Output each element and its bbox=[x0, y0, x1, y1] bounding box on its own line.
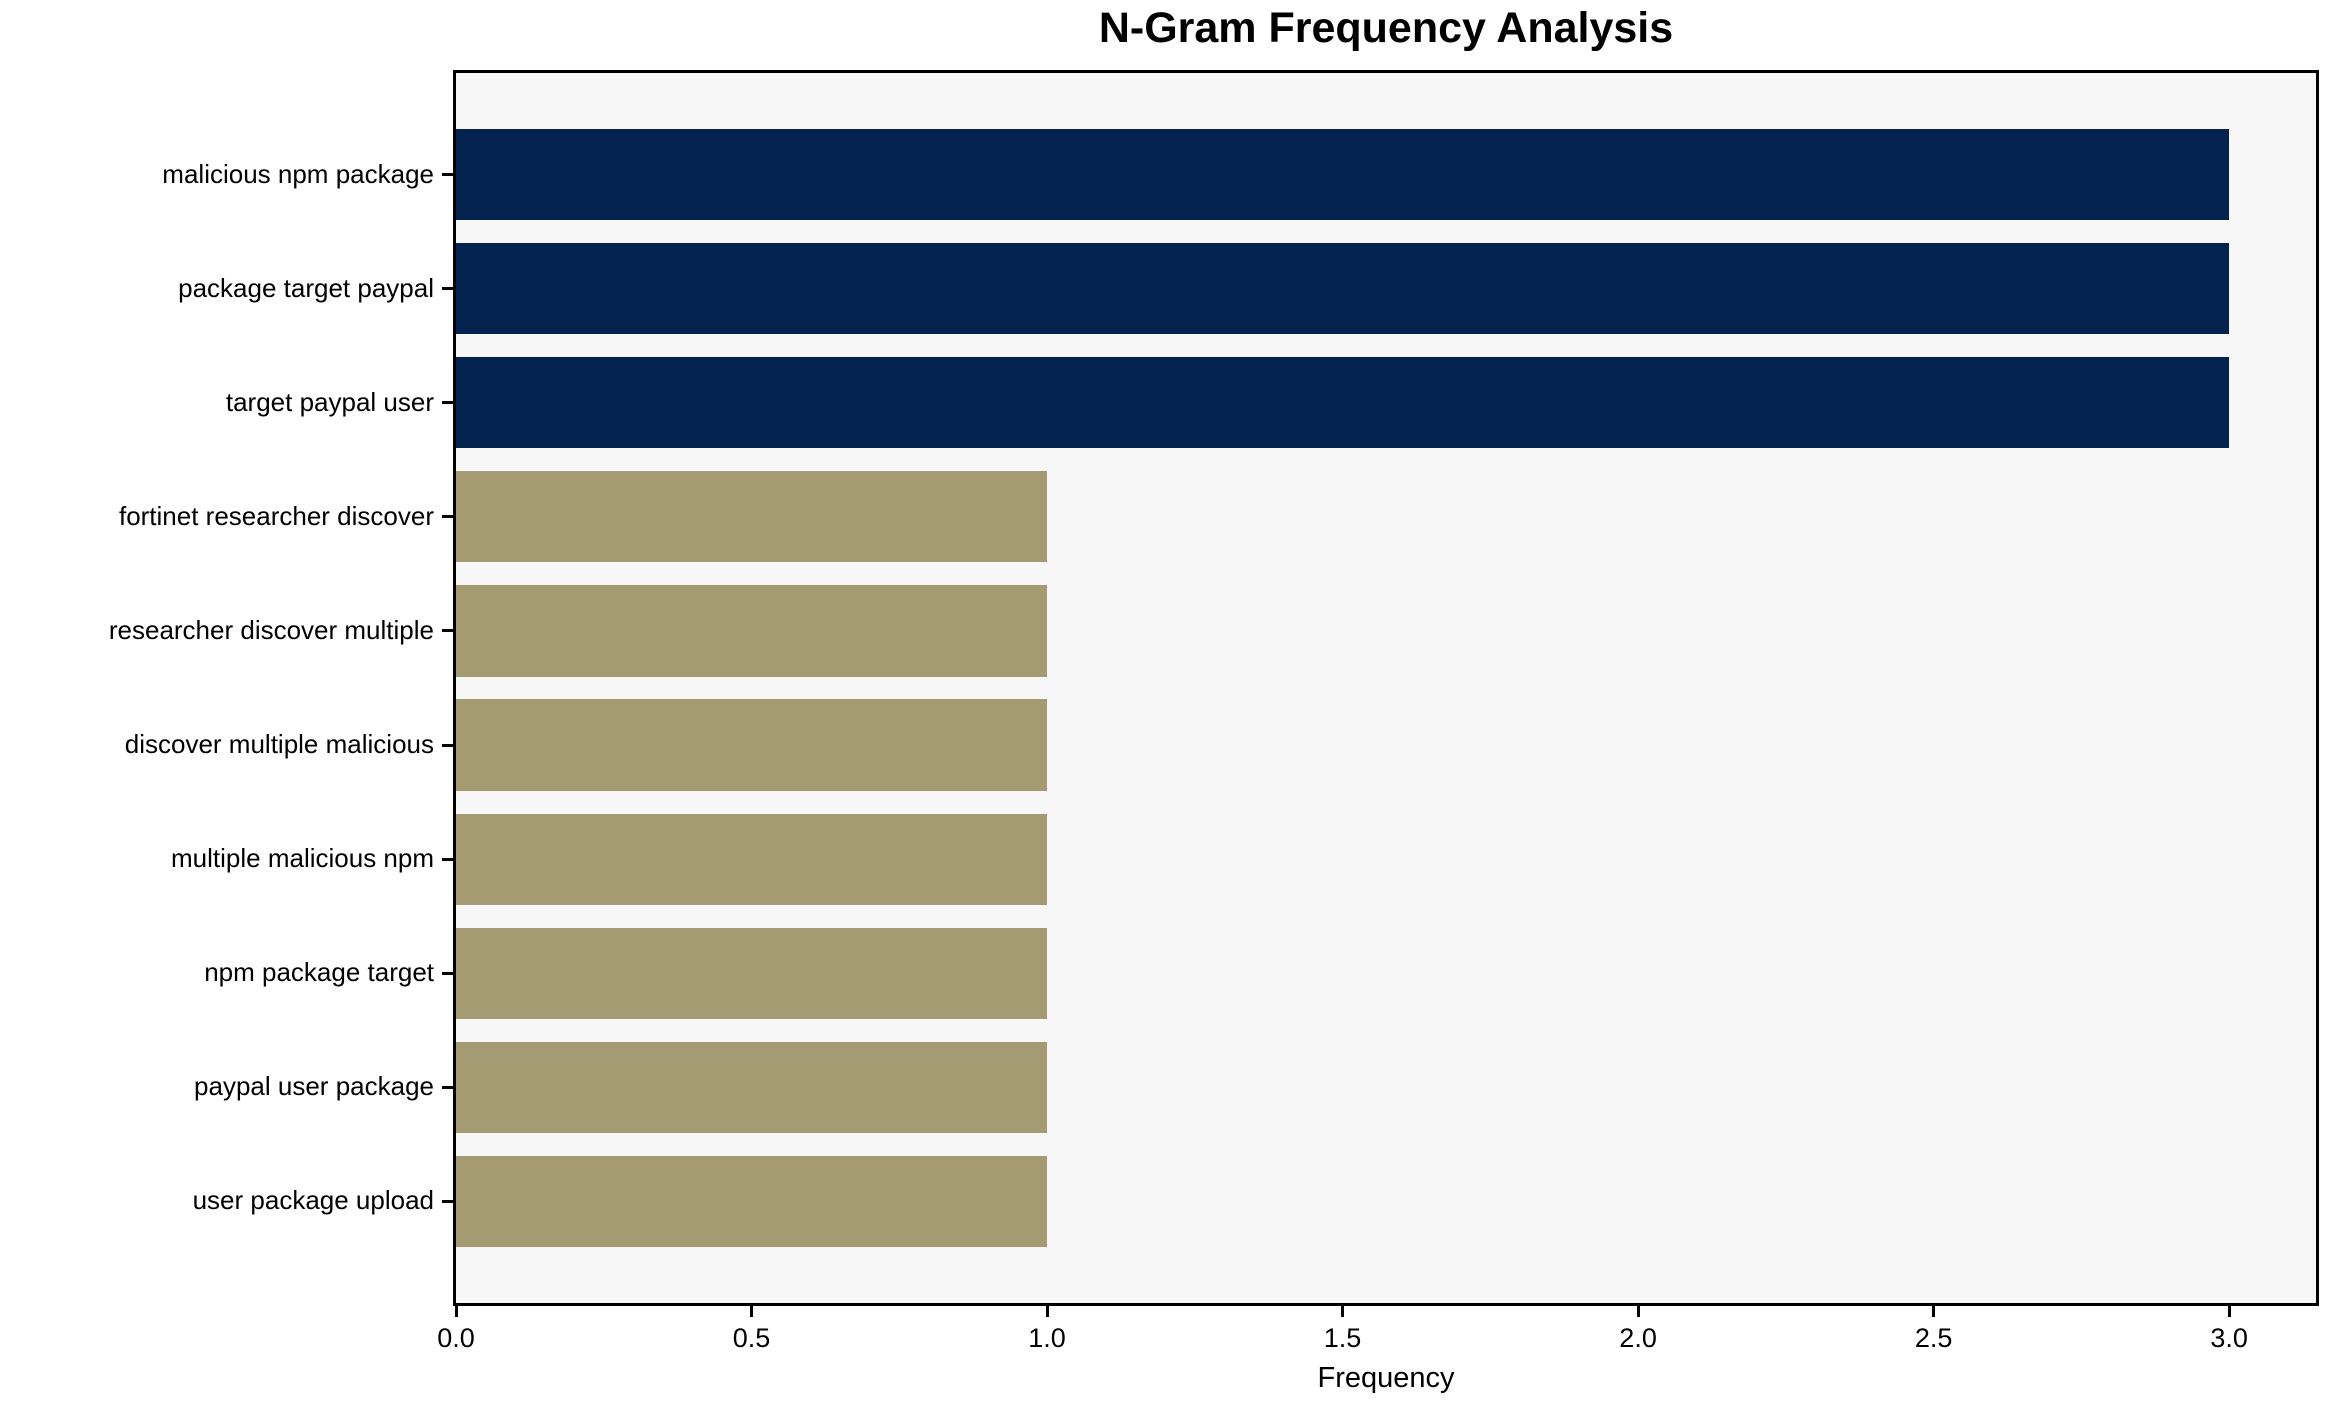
y-tick-label: fortinet researcher discover bbox=[118, 500, 434, 531]
y-tick-label: researcher discover multiple bbox=[108, 614, 434, 645]
y-tick-mark bbox=[442, 629, 453, 633]
x-tick-mark bbox=[1045, 1306, 1049, 1317]
x-tick-mark bbox=[750, 1306, 754, 1317]
x-tick-mark bbox=[1636, 1306, 1640, 1317]
x-tick-mark bbox=[1932, 1306, 1936, 1317]
y-tick-mark bbox=[442, 1085, 453, 1089]
y-tick-label: npm package target bbox=[204, 957, 434, 988]
bar-target-paypal-user bbox=[456, 357, 2230, 449]
bar-paypal-user-package bbox=[456, 1041, 1048, 1133]
plot-area bbox=[456, 73, 2316, 1303]
y-tick-label: user package upload bbox=[192, 1185, 434, 1216]
y-tick-mark bbox=[442, 1199, 453, 1203]
y-tick-mark bbox=[442, 743, 453, 747]
bar-user-package-upload bbox=[456, 1155, 1048, 1248]
y-tick-label: malicious npm package bbox=[162, 158, 434, 189]
x-tick-label: 2.5 bbox=[1914, 1323, 1953, 1353]
x-tick-label: 0.0 bbox=[437, 1323, 475, 1353]
x-tick-label: 1.5 bbox=[1323, 1323, 1362, 1353]
bar-package-target-paypal bbox=[456, 243, 2230, 335]
y-tick-mark bbox=[442, 515, 453, 519]
y-tick-label: paypal user package bbox=[194, 1071, 434, 1102]
bar-npm-package-target bbox=[456, 927, 1048, 1019]
y-tick-mark bbox=[442, 401, 453, 405]
y-tick-mark bbox=[442, 287, 453, 291]
x-axis-label: Frequency bbox=[1317, 1362, 1455, 1394]
bar-discover-multiple-malicious bbox=[456, 699, 1048, 791]
bar-malicious-npm-package bbox=[456, 128, 2230, 221]
x-tick-label: 1.0 bbox=[1028, 1323, 1066, 1353]
x-tick-mark bbox=[454, 1306, 458, 1317]
y-tick-mark bbox=[442, 857, 453, 861]
chart-title: N-Gram Frequency Analysis bbox=[1098, 4, 1674, 52]
bar-fortinet-researcher-discover bbox=[456, 471, 1048, 563]
y-tick-label: target paypal user bbox=[225, 386, 434, 417]
y-tick-label: discover multiple malicious bbox=[124, 729, 434, 760]
bar-multiple-malicious-npm bbox=[456, 813, 1048, 905]
x-tick-mark bbox=[1341, 1306, 1345, 1317]
x-tick-label: 2.0 bbox=[1619, 1323, 1657, 1353]
y-tick-label: multiple malicious npm bbox=[171, 843, 434, 874]
y-tick-mark bbox=[442, 173, 453, 177]
x-tick-label: 0.5 bbox=[732, 1323, 771, 1353]
bar-researcher-discover-multiple bbox=[456, 585, 1048, 677]
x-tick-label: 3.0 bbox=[2210, 1323, 2248, 1353]
y-tick-label: package target paypal bbox=[178, 272, 434, 303]
x-tick-mark bbox=[2227, 1306, 2231, 1317]
y-tick-mark bbox=[442, 971, 453, 975]
